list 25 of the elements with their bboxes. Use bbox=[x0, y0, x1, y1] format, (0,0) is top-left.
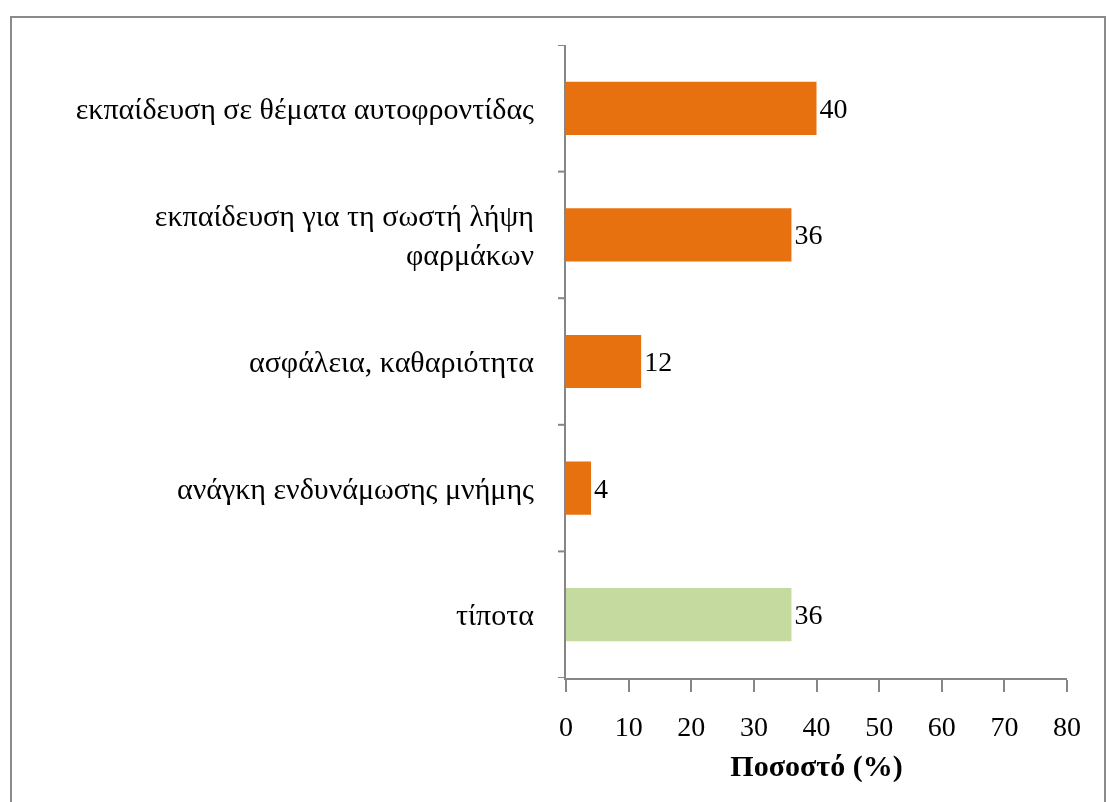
y-tick-label: εκπαίδευση για τη σωστή λήψη φαρμάκων bbox=[154, 198, 534, 271]
data-label: 36 bbox=[794, 219, 823, 251]
y-tick-label: ασφάλεια, καθαριότητα bbox=[248, 345, 535, 378]
y-tick-label: τίποτα bbox=[455, 598, 535, 632]
bar bbox=[566, 461, 592, 515]
y-tick-label: εκπαίδευση σε θέματα αυτοφροντίδας bbox=[75, 91, 535, 125]
x-tick-label: 60 bbox=[927, 710, 956, 742]
x-axis-title: Ποσοστό (%) bbox=[730, 748, 903, 783]
x-tick-label: 30 bbox=[739, 710, 768, 742]
bar bbox=[566, 334, 642, 389]
x-tick-label: 70 bbox=[990, 710, 1019, 742]
data-label: 40 bbox=[819, 92, 848, 124]
x-tick-label: 80 bbox=[1053, 710, 1081, 742]
x-tick-label: 10 bbox=[614, 710, 643, 742]
data-label: 12 bbox=[644, 346, 673, 377]
bar bbox=[566, 588, 792, 642]
y-tick-label: ανάγκη ενδυνάμωσης μνήμης bbox=[176, 471, 535, 505]
bar bbox=[566, 208, 792, 262]
data-label: 4 bbox=[594, 472, 609, 504]
x-tick-label: 0 bbox=[559, 710, 573, 742]
data-label: 36 bbox=[794, 599, 823, 631]
x-tick-label: 50 bbox=[865, 710, 894, 742]
x-tick-label: 40 bbox=[802, 710, 831, 742]
bar bbox=[566, 81, 817, 135]
x-tick-label: 20 bbox=[677, 710, 706, 742]
